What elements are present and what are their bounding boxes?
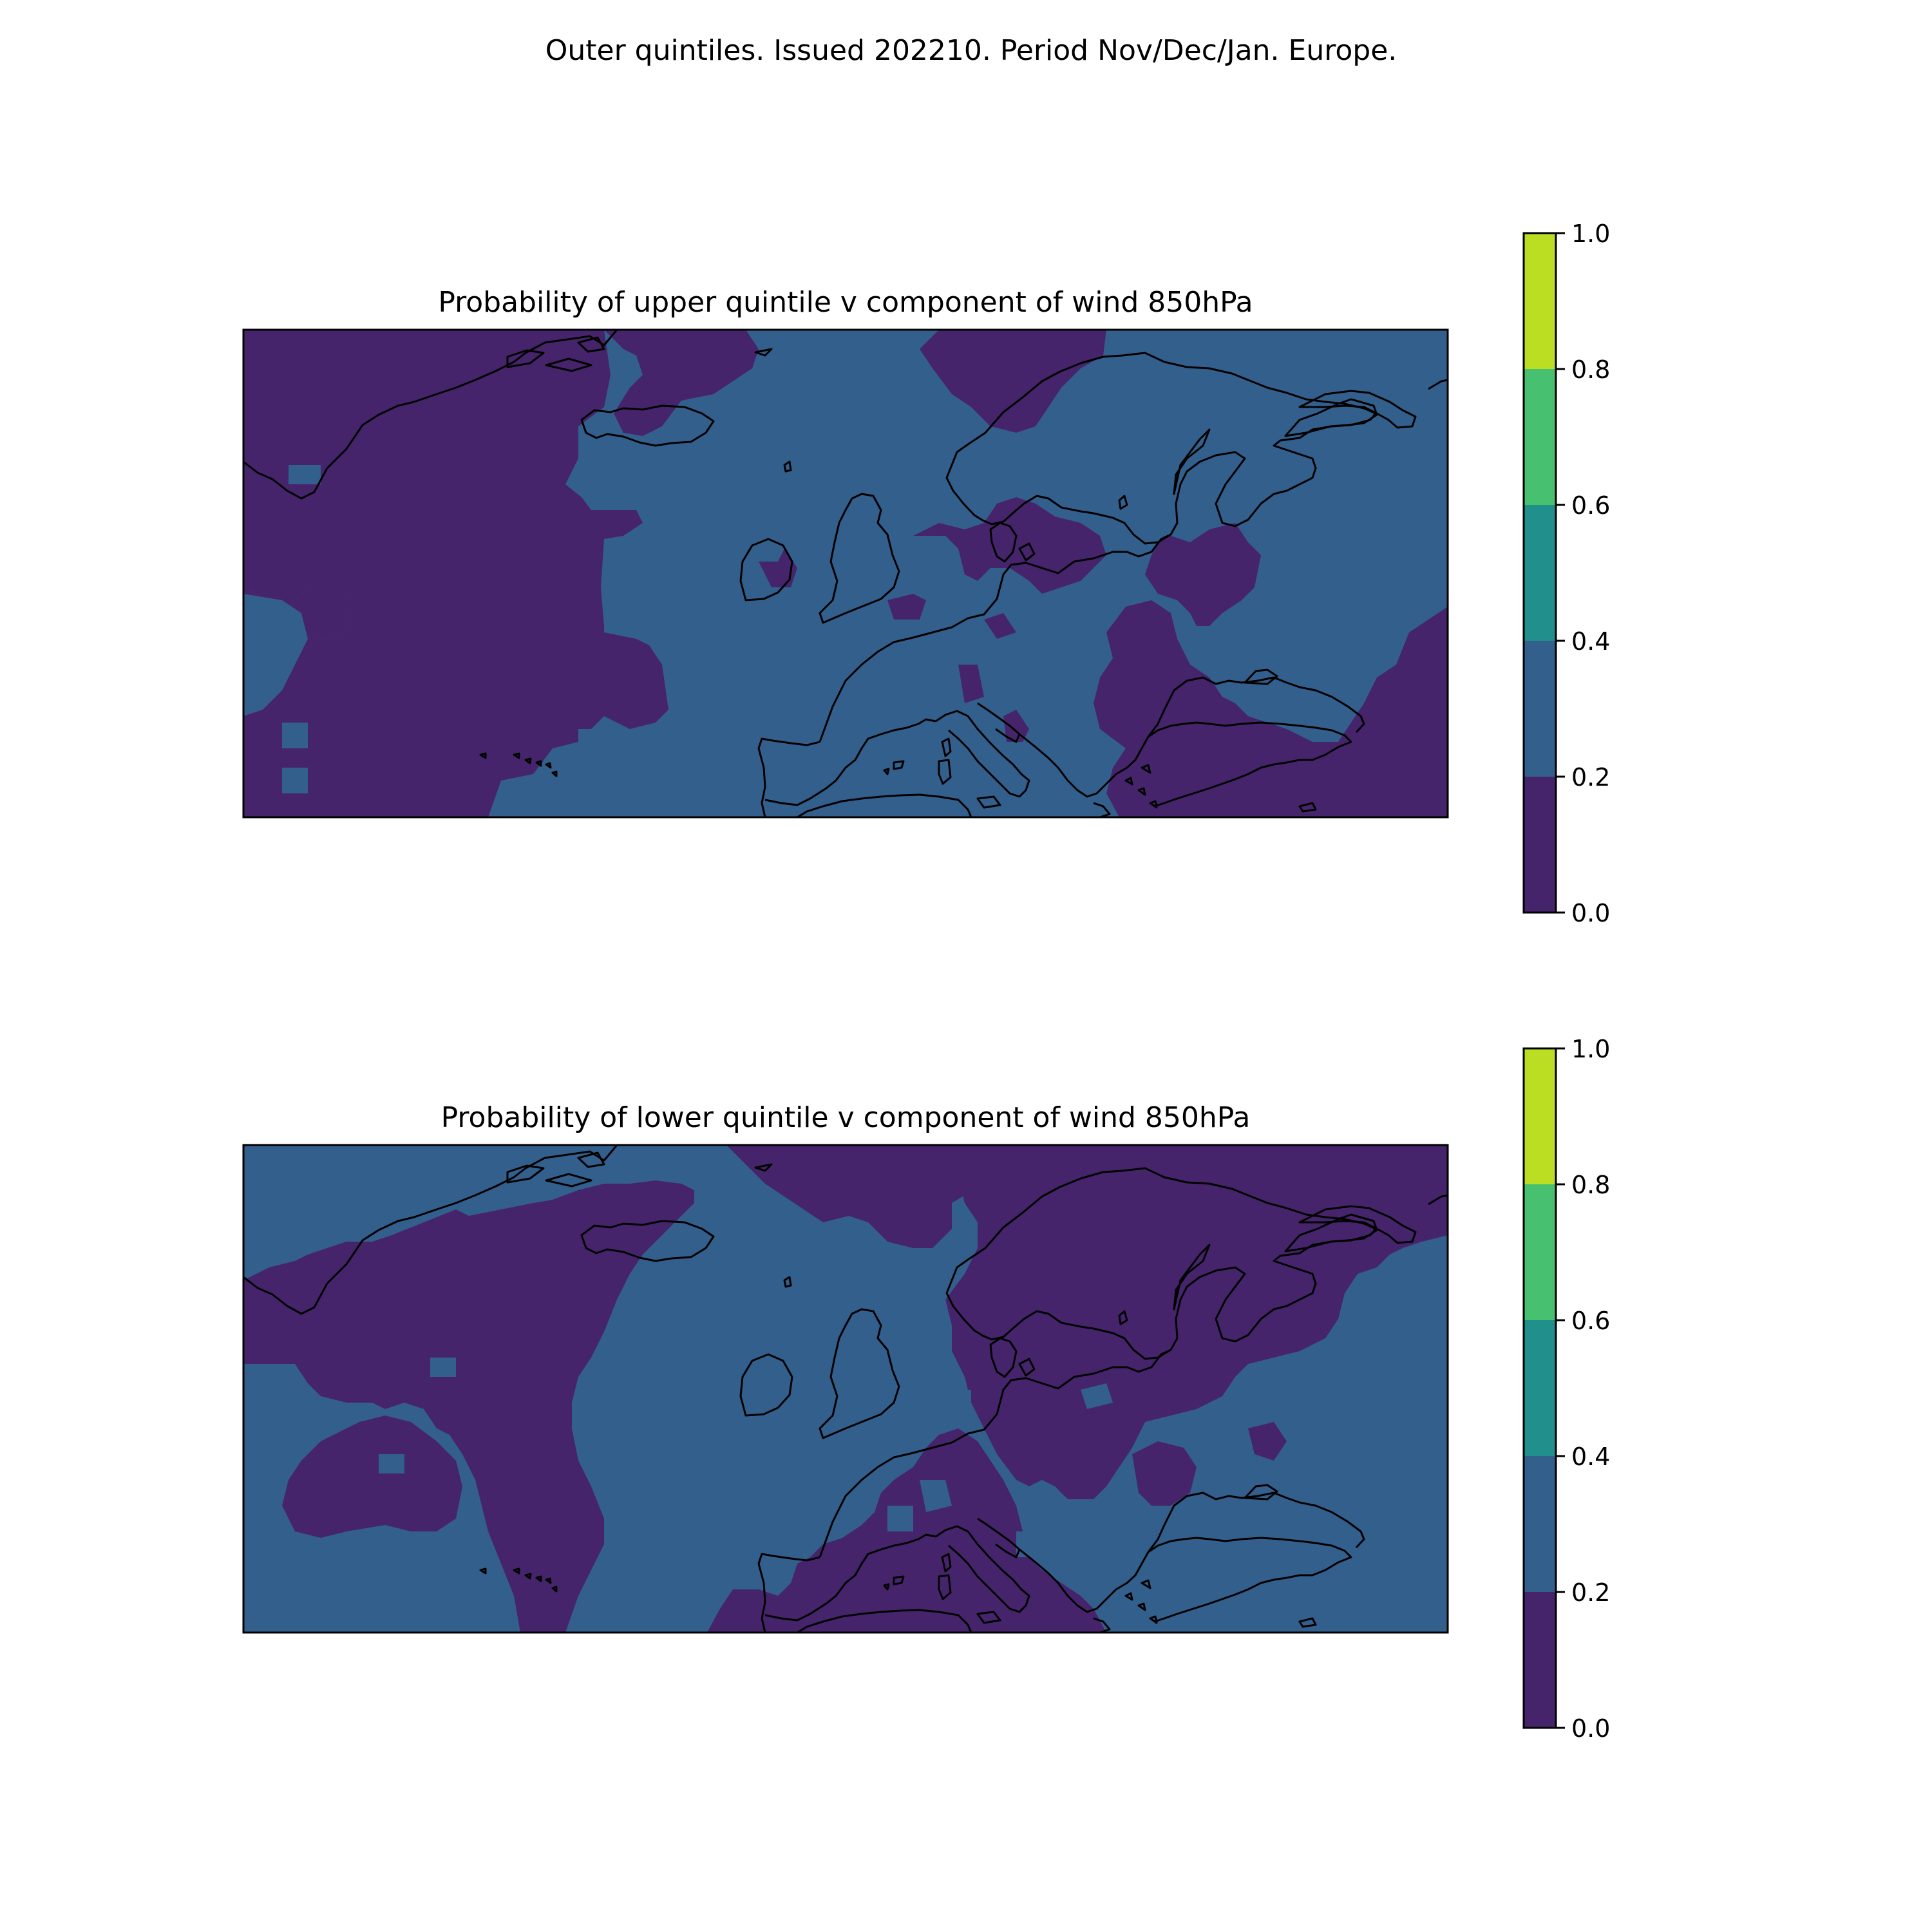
colorbar-upper-segment-4	[1524, 233, 1556, 369]
figure-suptitle: Outer quintiles. Issued 202210. Period N…	[545, 34, 1397, 67]
colorbar-upper-segment-0	[1524, 777, 1556, 913]
colorbar-lower-tick-label-3: 0.6	[1571, 1307, 1610, 1335]
panel-title-lower: Probability of lower quintile v componen…	[441, 1101, 1251, 1134]
colorbar-upper-tick-label-3: 0.6	[1571, 491, 1610, 520]
map-panel-upper-quintile: Probability of upper quintile v componen…	[242, 286, 1449, 819]
colorbar-upper-tick-label-1: 0.2	[1571, 763, 1610, 791]
panel-title-upper: Probability of upper quintile v componen…	[438, 286, 1253, 319]
colorbar-lower: 0.0 0.2 0.4 0.6 0.8 1.0	[1522, 1035, 1610, 1743]
colorbar-lower-tick-label-5: 1.0	[1571, 1035, 1610, 1063]
colorbar-lower-tick-label-2: 0.4	[1571, 1443, 1610, 1471]
colorbar-upper-segment-3	[1524, 369, 1556, 505]
colorbar-upper-segment-2	[1524, 505, 1556, 641]
band-0.0-0.2	[243, 330, 1448, 817]
colorbar-upper-tick-label-2: 0.4	[1571, 627, 1610, 656]
colorbar-upper-tick-label-5: 1.0	[1571, 220, 1610, 248]
colorbar-upper-tick-label-4: 0.8	[1571, 355, 1610, 384]
band-0.2-0.4-patches	[243, 465, 720, 806]
colorbar-upper-frame	[1522, 232, 1557, 914]
colorbar-upper-segment-1	[1524, 641, 1556, 777]
colorbar-upper-tick-label-0: 0.0	[1571, 899, 1610, 927]
map-frame-upper	[242, 328, 1449, 819]
colorbar-lower-frame	[1522, 1047, 1557, 1729]
band-0.2-0.4-patches-lower	[379, 1261, 1229, 1602]
colorbar-upper: 0.0 0.2 0.4 0.6 0.8 1.0	[1522, 220, 1610, 927]
colorbar-lower-tick-label-1: 0.2	[1571, 1578, 1610, 1607]
colorbar-lower-segment-2	[1524, 1320, 1556, 1456]
map-frame-lower	[242, 1144, 1449, 1634]
colorbar-lower-tick-label-0: 0.0	[1571, 1714, 1610, 1743]
colorbar-lower-segment-0	[1524, 1592, 1556, 1728]
colorbar-lower-segment-1	[1524, 1456, 1556, 1592]
colorbar-lower-tick-label-4: 0.8	[1571, 1171, 1610, 1199]
map-panel-lower-quintile: Probability of lower quintile v componen…	[242, 1101, 1449, 1634]
colorbar-lower-segment-4	[1524, 1048, 1556, 1184]
colorbar-lower-segment-3	[1524, 1184, 1556, 1320]
